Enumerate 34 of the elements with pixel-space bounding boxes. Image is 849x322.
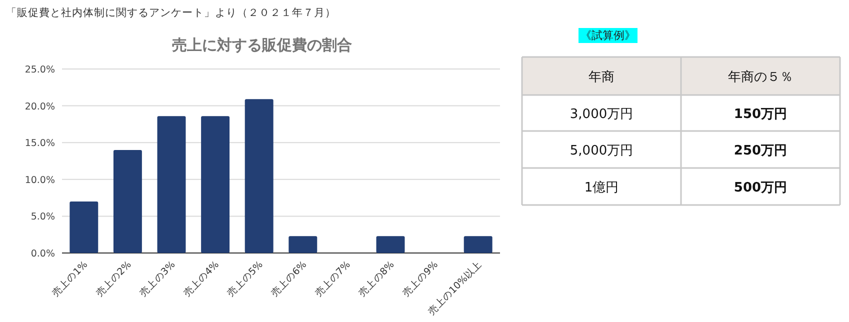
- bar: [464, 236, 492, 253]
- y-tick-label: 15.0%: [24, 138, 55, 150]
- x-tick-label: 売上の4%: [181, 258, 222, 299]
- bar: [288, 236, 318, 253]
- text: 「販促費と社内体制に関するアンケート」より（２０２１年７月）: [6, 6, 336, 19]
- text: 1億円: [584, 180, 619, 196]
- x-tick-label: 売上の1%: [50, 258, 90, 299]
- bar: [113, 150, 142, 253]
- text: 250万円: [734, 144, 788, 158]
- text: 150万円: [734, 107, 788, 122]
- bar: [376, 236, 405, 253]
- x-tick-label: 売上の9%: [400, 258, 440, 299]
- bar: [157, 116, 186, 253]
- text: 3,000万円: [570, 107, 634, 122]
- x-tick-label: 売上の3%: [137, 258, 178, 299]
- x-tick-label: 売上の5%: [224, 258, 266, 299]
- text: 5,000万円: [570, 144, 634, 158]
- text: 500万円: [734, 180, 788, 196]
- x-tick-label: 売上の6%: [268, 258, 310, 299]
- y-tick-label: 10.0%: [24, 174, 55, 186]
- x-tick-label: 売上の7%: [312, 258, 353, 299]
- y-tick-label: 0.0%: [30, 248, 55, 260]
- text: 年商の５％: [728, 70, 793, 85]
- y-tick-label: 20.0%: [24, 101, 55, 112]
- y-tick-label: 5.0%: [30, 212, 55, 223]
- bar: [244, 99, 274, 253]
- x-tick-label: 売上の2%: [93, 258, 134, 299]
- y-tick-label: 25.0%: [24, 64, 55, 76]
- text: 《試算例》: [580, 29, 636, 42]
- chart-title: 売上に対する販促費の割合: [172, 36, 352, 54]
- bar: [201, 116, 230, 253]
- x-tick-label: 売上の8%: [356, 258, 397, 299]
- bar: [70, 201, 98, 253]
- text: 年商: [588, 70, 614, 85]
